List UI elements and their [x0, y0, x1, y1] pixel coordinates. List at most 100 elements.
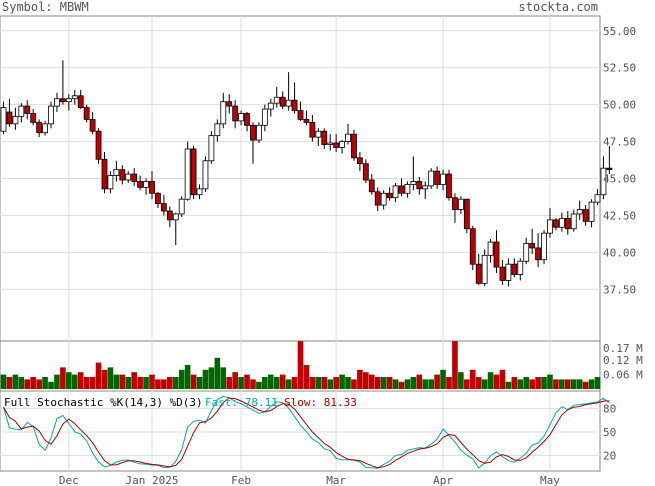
candle-body — [238, 113, 245, 122]
volume-bar — [582, 381, 589, 389]
volume-bar — [89, 377, 96, 389]
volume-bar — [386, 377, 393, 389]
candle-body — [380, 192, 387, 206]
stochastic-lines — [3, 395, 610, 469]
price-tick-label: 40.00 — [603, 246, 636, 259]
candle-body — [404, 184, 411, 194]
volume-bar — [422, 379, 429, 389]
candle-body — [606, 167, 613, 171]
volume-bar — [226, 377, 233, 389]
candle-body — [428, 170, 435, 187]
candle-body — [0, 107, 7, 132]
volume-bar — [95, 362, 102, 389]
volume-bar — [297, 341, 304, 389]
candle-body — [327, 142, 334, 145]
candle-body — [226, 101, 233, 107]
candle-body — [416, 181, 423, 190]
volume-bar — [345, 377, 351, 389]
candle-body — [89, 119, 96, 132]
candle-body — [333, 142, 340, 148]
volume-bar — [505, 381, 512, 389]
candle-body — [36, 121, 43, 134]
volume-bar — [368, 374, 375, 389]
candle-body — [232, 105, 239, 122]
volume-bar — [119, 374, 126, 389]
candle-body — [178, 198, 185, 215]
volume-bar — [363, 372, 369, 389]
candle-body — [594, 194, 601, 203]
volume-bar — [374, 377, 381, 389]
volume-bar — [273, 377, 280, 389]
candle-body — [196, 188, 203, 196]
candle-body — [523, 243, 530, 262]
volume-bar — [220, 367, 227, 389]
month-tick-label: May — [540, 474, 560, 486]
volume-bar — [511, 377, 518, 389]
volume-bar — [244, 374, 250, 389]
volume-bar — [18, 377, 25, 389]
candle-body — [83, 107, 90, 120]
candle-body — [339, 141, 345, 148]
stoch-tick-label: 80 — [603, 403, 616, 416]
month-tick-label: Feb — [231, 474, 251, 486]
price-tick-label: 50.00 — [603, 99, 636, 112]
candle-body — [457, 198, 464, 210]
candle-body — [267, 102, 274, 110]
candle-body — [505, 263, 512, 281]
price-tick-label: 52.50 — [603, 62, 636, 75]
candle-body — [600, 167, 607, 196]
volume-bar — [107, 367, 114, 389]
volume-bar — [547, 374, 553, 389]
brand-label[interactable]: stockta.com — [519, 0, 598, 14]
volume-bar — [487, 372, 494, 389]
volume-bar — [279, 374, 286, 389]
volume-bar — [178, 369, 185, 389]
candle-body — [172, 213, 179, 221]
candle-body — [113, 169, 120, 176]
volume-bar — [83, 377, 90, 389]
candle-body — [273, 96, 280, 104]
volume-bar — [570, 379, 577, 389]
candle-body — [529, 243, 536, 249]
candle-body — [208, 135, 215, 162]
candle-body — [42, 123, 48, 134]
candle-body — [190, 148, 197, 196]
volume-bar — [440, 369, 446, 389]
candle-body — [202, 160, 209, 190]
candle-body — [54, 98, 60, 107]
volume-tick-label: 0.06 M — [603, 369, 643, 382]
candle-body — [309, 121, 316, 138]
volume-bar — [428, 379, 434, 389]
volume-bar — [54, 374, 60, 389]
volume-bar — [208, 367, 215, 389]
volume-bar — [256, 381, 262, 389]
price-tick-label: 55.00 — [603, 25, 636, 38]
volume-bar — [60, 367, 66, 389]
volume-bar — [238, 377, 244, 389]
volume-bar — [143, 377, 149, 389]
volume-tick-label: 0.12 M — [603, 354, 643, 367]
volume-bars — [0, 341, 601, 389]
volume-bar — [523, 377, 530, 389]
candle-body — [351, 133, 357, 159]
candle-body — [576, 209, 583, 215]
volume-bar — [588, 379, 595, 389]
volume-bar — [66, 372, 72, 389]
volume-bar — [333, 377, 339, 389]
candle-body — [166, 210, 173, 221]
candle-body — [553, 219, 559, 228]
volume-bar — [42, 377, 48, 389]
candle-body — [155, 192, 161, 205]
candle-body — [499, 266, 506, 281]
volume-bar — [339, 374, 345, 389]
candle-body — [570, 213, 577, 230]
volume-bar — [167, 377, 173, 389]
stoch-tick-label: 20 — [603, 449, 616, 462]
volume-bar — [190, 374, 197, 389]
stoch-title: Full Stochastic %K(14,3) %D(3) — [4, 396, 203, 409]
candle-body — [303, 119, 310, 123]
volume-bar — [464, 379, 470, 389]
candle-body — [261, 108, 268, 126]
candle-body — [422, 185, 429, 190]
candle-body — [386, 192, 393, 199]
